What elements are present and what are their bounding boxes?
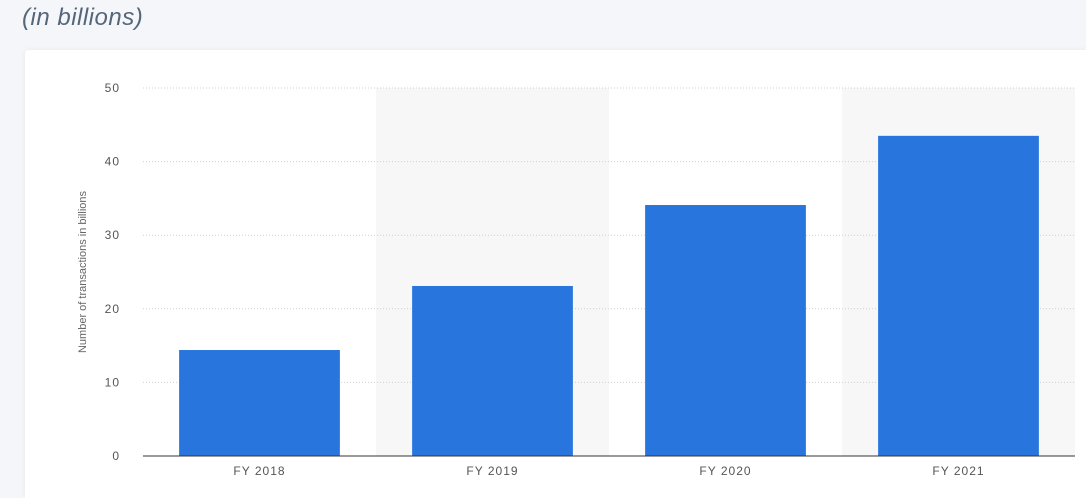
y-tick-label: 40 [105,155,120,169]
bar[interactable] [645,205,806,456]
x-tick-label: FY 2020 [699,464,751,478]
y-tick-label: 0 [112,449,120,463]
y-tick-label: 50 [105,81,120,95]
x-tick-label: FY 2019 [466,464,518,478]
bar[interactable] [179,350,340,456]
gridlines [143,87,1075,383]
y-axis-ticks: 0 10 20 30 40 50 [105,81,120,463]
chart-subtitle: (in billions) [22,4,144,31]
bar[interactable] [878,135,1039,456]
x-tick-label: FY 2018 [233,464,285,478]
x-axis-ticks: FY 2018 FY 2019 FY 2020 FY 2021 [233,464,984,478]
y-axis-title: Number of transactions in billions [77,190,89,353]
bar[interactable] [412,285,573,456]
y-tick-label: 20 [105,302,120,316]
y-tick-label: 10 [105,375,120,389]
x-tick-label: FY 2021 [932,464,984,478]
bars [179,135,1039,456]
y-tick-label: 30 [105,228,120,242]
